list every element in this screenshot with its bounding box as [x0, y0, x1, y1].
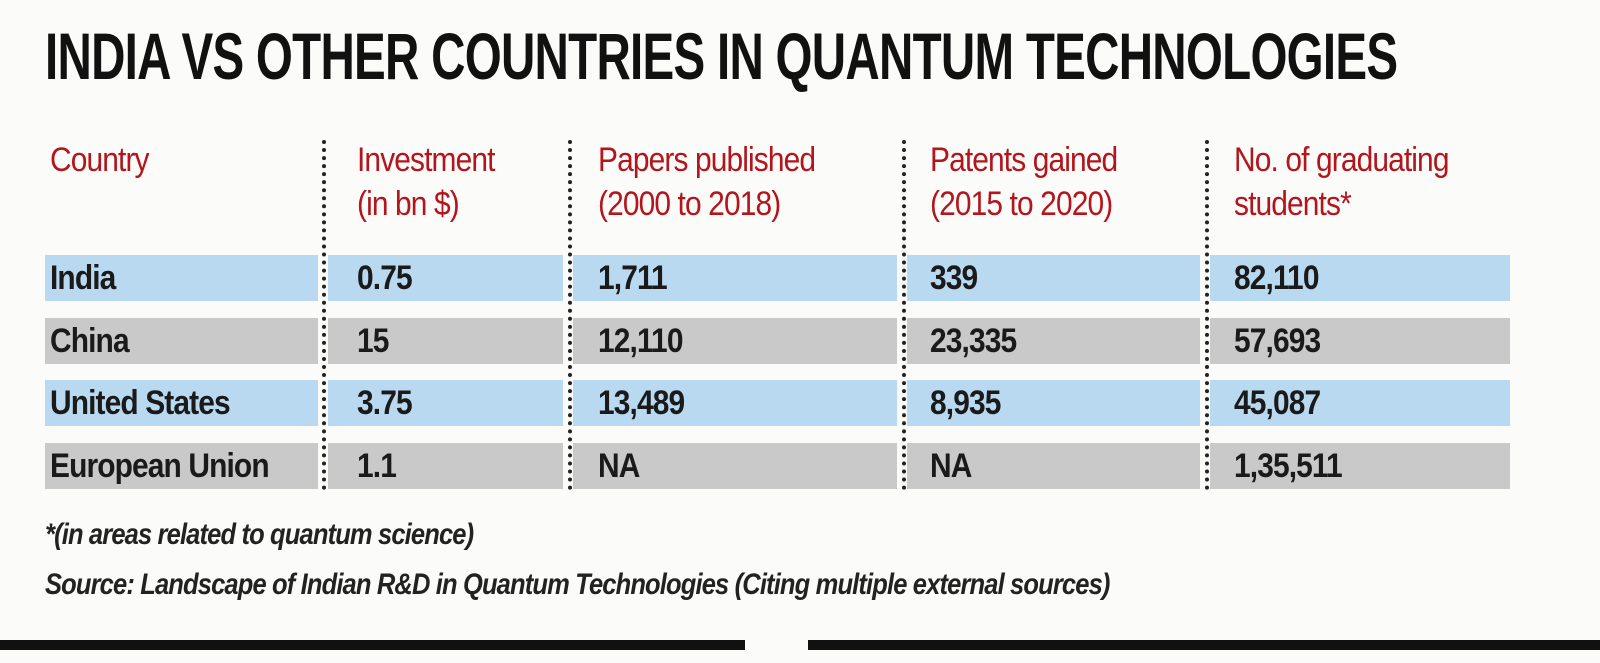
table-cell: 1.1 — [357, 447, 397, 485]
row-background — [1210, 443, 1510, 489]
table-cell: 45,087 — [1234, 384, 1321, 422]
row-background — [907, 318, 1200, 364]
row-background — [573, 255, 897, 301]
column-separator — [902, 140, 906, 490]
table-cell: 23,335 — [930, 322, 1017, 360]
row-background — [573, 443, 897, 489]
table-cell: 1,35,511 — [1234, 447, 1343, 485]
table-cell: 12,110 — [598, 322, 683, 360]
column-header: No. of graduating — [1234, 141, 1449, 179]
row-background — [1210, 318, 1510, 364]
table-cell: 339 — [930, 259, 978, 297]
column-header: (in bn $) — [357, 185, 460, 223]
row-background — [45, 255, 318, 301]
row-background — [328, 380, 563, 426]
table-cell: 82,110 — [1234, 259, 1319, 297]
column-header: (2015 to 2020) — [930, 185, 1113, 223]
table-cell: 3.75 — [357, 384, 413, 422]
title: INDIA VS OTHER COUNTRIES IN QUANTUM TECH… — [45, 19, 1398, 93]
table-cell: China — [50, 322, 130, 360]
table-cell: 1,711 — [598, 259, 668, 297]
rule — [0, 640, 745, 650]
row-background — [907, 443, 1200, 489]
row-background — [1210, 255, 1510, 301]
column-separator — [322, 140, 326, 490]
row-background — [573, 318, 897, 364]
column-header: Patents gained — [930, 141, 1118, 179]
column-header: (2000 to 2018) — [598, 185, 781, 223]
table-cell: NA — [598, 447, 640, 485]
table-cell: 0.75 — [357, 259, 413, 297]
row-background — [45, 318, 318, 364]
row-background — [907, 255, 1200, 301]
table-cell: 57,693 — [1234, 322, 1321, 360]
row-background — [907, 380, 1200, 426]
row-background — [328, 318, 563, 364]
table-cell: 15 — [357, 322, 389, 360]
row-background — [328, 443, 563, 489]
rule — [808, 640, 1600, 650]
column-separator — [568, 140, 572, 490]
row-background — [328, 255, 563, 301]
column-header: students* — [1234, 185, 1352, 223]
table-cell: India — [50, 259, 116, 297]
table-cell: United States — [50, 384, 231, 422]
column-header: Country — [50, 141, 149, 179]
row-background — [45, 443, 318, 489]
column-header: Papers published — [598, 141, 816, 179]
column-separator — [1205, 140, 1209, 490]
table-cell: NA — [930, 447, 972, 485]
table-cell: 13,489 — [598, 384, 685, 422]
source: Source: Landscape of Indian R&D in Quant… — [45, 568, 1110, 601]
row-background — [45, 380, 318, 426]
row-background — [1210, 380, 1510, 426]
row-background — [573, 380, 897, 426]
table-cell: 8,935 — [930, 384, 1001, 422]
column-header: Investment — [357, 141, 495, 179]
footnote: *(in areas related to quantum science) — [45, 518, 474, 551]
table-cell: European Union — [50, 447, 270, 485]
